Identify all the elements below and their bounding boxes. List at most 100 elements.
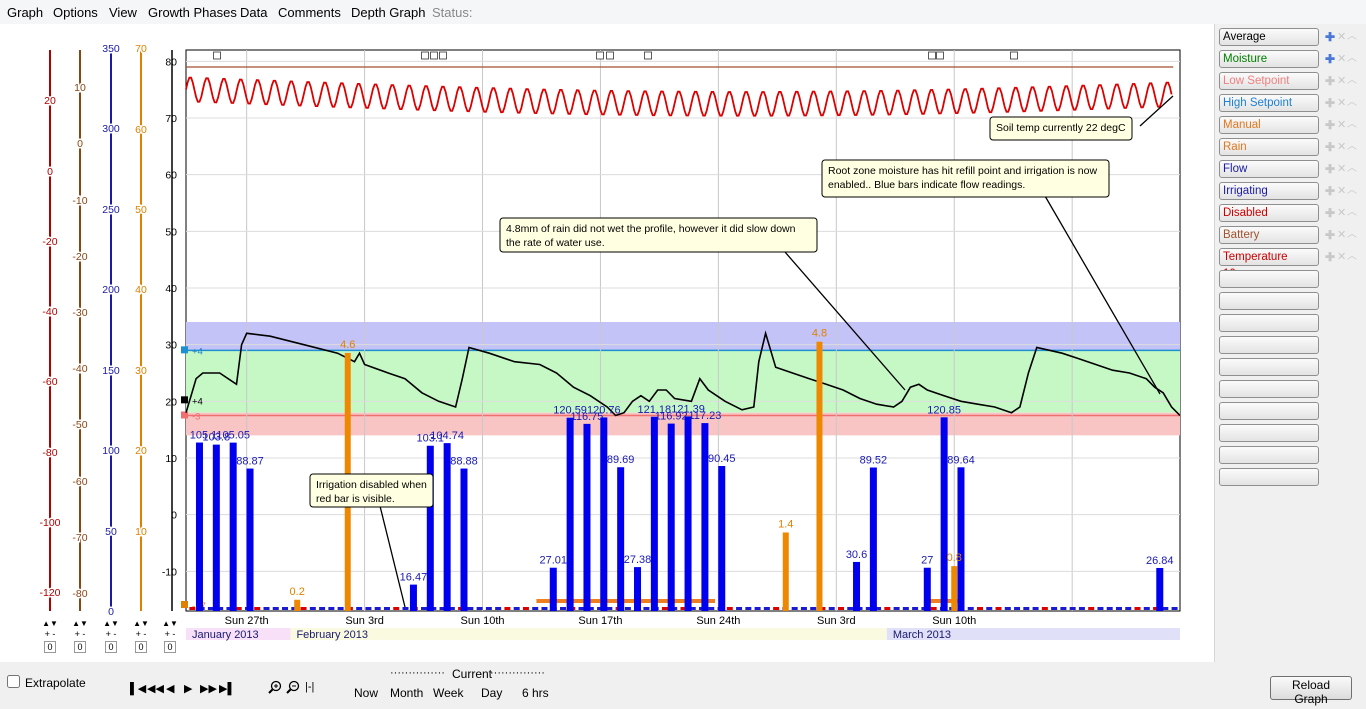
fast-forward-icon[interactable]: ▶▶	[200, 683, 217, 695]
legend-add-icon[interactable]: ✚	[1325, 140, 1336, 154]
legend-add-icon[interactable]: ✚	[1325, 74, 1336, 88]
axis-spinner-plus-minus[interactable]: + -	[44, 629, 56, 639]
legend-button[interactable]: Temperature 10cm	[1219, 248, 1319, 280]
legend-expand-icon[interactable]: ︿	[1347, 75, 1357, 86]
menu-view[interactable]: View	[109, 5, 137, 20]
legend-add-icon[interactable]: ✚	[1325, 206, 1336, 220]
menu-data[interactable]: Data	[240, 5, 268, 20]
legend-empty-slot[interactable]	[1219, 336, 1319, 354]
legend-button[interactable]: Rain	[1219, 138, 1319, 156]
legend-expand-icon[interactable]: ︿	[1347, 207, 1357, 218]
axis-spinner[interactable]: ▲▼ + - 0	[68, 619, 92, 653]
legend-add-icon[interactable]: ✚	[1325, 96, 1336, 110]
legend-empty-slot[interactable]	[1219, 380, 1319, 398]
legend-empty-slot[interactable]	[1219, 424, 1319, 442]
legend-button[interactable]: Manual	[1219, 116, 1319, 134]
legend-button[interactable]: High Setpoint	[1219, 94, 1319, 112]
legend-button[interactable]: Low Setpoint	[1219, 72, 1319, 90]
menu-comments[interactable]: Comments	[278, 5, 341, 20]
axis-spinner-plus-minus[interactable]: + -	[74, 629, 86, 639]
legend-empty-slot[interactable]	[1219, 314, 1319, 332]
legend-remove-icon[interactable]: ✕	[1337, 229, 1347, 241]
legend-expand-icon[interactable]: ︿	[1347, 163, 1357, 174]
axis-spinner-plus-minus[interactable]: + -	[105, 629, 117, 639]
legend-remove-icon[interactable]: ✕	[1337, 31, 1347, 43]
range-now-button[interactable]: Now	[354, 686, 379, 700]
legend-expand-icon[interactable]: ︿	[1347, 31, 1357, 42]
legend-remove-icon[interactable]: ✕	[1337, 185, 1347, 197]
axis-spinner-arrows[interactable]: ▲▼	[42, 619, 58, 628]
legend-expand-icon[interactable]: ︿	[1347, 251, 1357, 262]
axis-spinner-value[interactable]: 0	[135, 641, 147, 653]
axis-spinner-value[interactable]: 0	[74, 641, 86, 653]
legend-remove-icon[interactable]: ✕	[1337, 141, 1347, 153]
legend-add-icon[interactable]: ✚	[1325, 184, 1336, 198]
legend-empty-slot[interactable]	[1219, 402, 1319, 420]
legend-add-icon[interactable]: ✚	[1325, 52, 1336, 66]
legend-remove-icon[interactable]: ✕	[1337, 119, 1347, 131]
legend-add-icon[interactable]: ✚	[1325, 250, 1336, 264]
axis-spinner-plus-minus[interactable]: + -	[164, 629, 176, 639]
legend-add-icon[interactable]: ✚	[1325, 228, 1336, 242]
legend-button[interactable]: Moisture	[1219, 50, 1319, 68]
range-week-button[interactable]: Week	[433, 686, 464, 700]
zoom-in-icon[interactable]	[268, 680, 282, 694]
legend-button[interactable]: Irrigating	[1219, 182, 1319, 200]
extrapolate-checkbox[interactable]	[7, 675, 20, 688]
menu-depth-graph[interactable]: Depth Graph	[351, 5, 426, 20]
rewind-icon[interactable]: ◀◀	[147, 683, 164, 695]
legend-add-icon[interactable]: ✚	[1325, 162, 1336, 176]
legend-expand-icon[interactable]: ︿	[1347, 97, 1357, 108]
legend-remove-icon[interactable]: ✕	[1337, 75, 1347, 87]
reload-graph-button[interactable]: Reload Graph	[1270, 676, 1352, 706]
axis-spinner-arrows[interactable]: ▲▼	[103, 619, 119, 628]
last-icon[interactable]: ▶▌	[219, 683, 236, 695]
legend-add-icon[interactable]: ✚	[1325, 30, 1336, 44]
legend-remove-icon[interactable]: ✕	[1337, 251, 1347, 263]
refill-label: +4	[192, 396, 203, 407]
legend-remove-icon[interactable]: ✕	[1337, 207, 1347, 219]
legend-button[interactable]: Flow	[1219, 160, 1319, 178]
legend-empty-slot[interactable]	[1219, 446, 1319, 464]
axis-spinner-value[interactable]: 0	[164, 641, 176, 653]
axis-spinner-value[interactable]: 0	[105, 641, 117, 653]
irrigating-marker	[1051, 607, 1058, 610]
legend-empty-slot[interactable]	[1219, 292, 1319, 310]
next-icon[interactable]: ▶	[184, 683, 193, 695]
range-6hrs-button[interactable]: 6 hrs	[522, 686, 549, 700]
range-month-button[interactable]: Month	[390, 686, 424, 700]
legend-expand-icon[interactable]: ︿	[1347, 229, 1357, 240]
axis-spinner-arrows[interactable]: ▲▼	[162, 619, 178, 628]
axis-spinner-plus-minus[interactable]: + -	[135, 629, 147, 639]
axis-spinner[interactable]: ▲▼ + - 0	[129, 619, 153, 653]
legend-remove-icon[interactable]: ✕	[1337, 97, 1347, 109]
legend-expand-icon[interactable]: ︿	[1347, 53, 1357, 64]
menu-growth-phases[interactable]: Growth Phases	[148, 5, 237, 20]
first-icon[interactable]: ▌◀	[130, 683, 147, 695]
zoom-out-icon[interactable]	[286, 680, 300, 694]
legend-empty-slot[interactable]	[1219, 270, 1319, 288]
legend-add-icon[interactable]: ✚	[1325, 118, 1336, 132]
axis-spinner-value[interactable]: 0	[44, 641, 56, 653]
menu-options[interactable]: Options	[53, 5, 98, 20]
legend-expand-icon[interactable]: ︿	[1347, 141, 1357, 152]
legend-empty-slot[interactable]	[1219, 358, 1319, 376]
legend-button[interactable]: Battery	[1219, 226, 1319, 244]
fit-range-icon[interactable]: |-|	[305, 681, 315, 693]
prev-icon[interactable]: ◀	[166, 683, 175, 695]
legend-expand-icon[interactable]: ︿	[1347, 185, 1357, 196]
axis-spinner-arrows[interactable]: ▲▼	[133, 619, 149, 628]
axis-spinner[interactable]: ▲▼ + - 0	[38, 619, 62, 653]
legend-empty-slot[interactable]	[1219, 468, 1319, 486]
legend-button[interactable]: Average	[1219, 28, 1319, 46]
month-strip	[186, 628, 291, 640]
menu-graph[interactable]: Graph	[7, 5, 44, 20]
axis-spinner[interactable]: ▲▼ + - 0	[158, 619, 182, 653]
legend-button[interactable]: Disabled	[1219, 204, 1319, 222]
legend-expand-icon[interactable]: ︿	[1347, 119, 1357, 130]
legend-remove-icon[interactable]: ✕	[1337, 53, 1347, 65]
legend-remove-icon[interactable]: ✕	[1337, 163, 1347, 175]
range-day-button[interactable]: Day	[481, 686, 503, 700]
axis-spinner-arrows[interactable]: ▲▼	[72, 619, 88, 628]
axis-spinner[interactable]: ▲▼ + - 0	[99, 619, 123, 653]
